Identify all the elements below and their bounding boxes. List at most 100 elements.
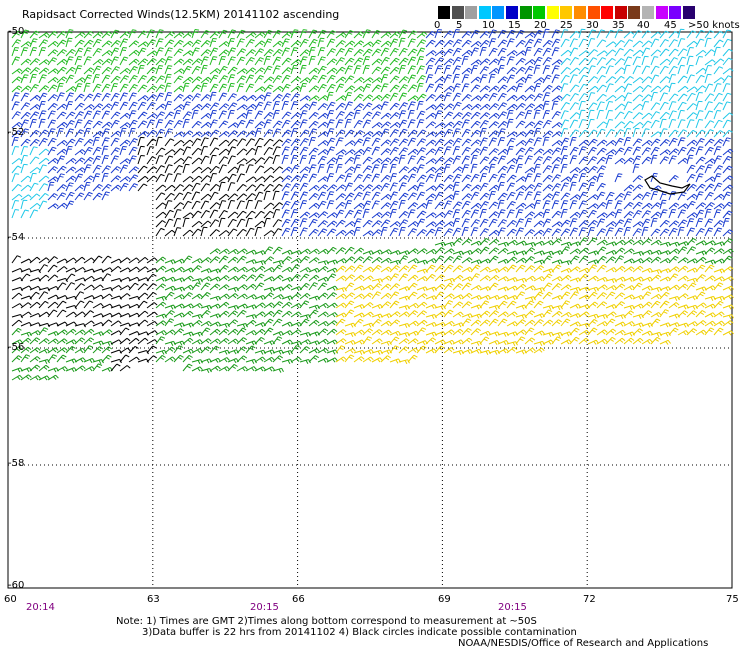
wind-barb: [362, 48, 373, 57]
wind-barb: [551, 336, 562, 345]
wind-barb: [92, 74, 100, 84]
wind-barb: [83, 138, 94, 147]
wind-barb: [542, 331, 554, 337]
wind-barb: [389, 330, 401, 336]
wind-barb: [272, 246, 283, 255]
wind-barb: [722, 210, 733, 219]
wind-barb: [695, 146, 704, 156]
wind-barb: [533, 211, 545, 219]
wind-barb: [488, 190, 496, 201]
wind-barb: [299, 191, 309, 201]
wind-barb: [29, 277, 42, 282]
wind-barb: [362, 29, 371, 39]
wind-barb: [542, 282, 553, 291]
wind-barb: [587, 109, 595, 120]
wind-barb: [344, 300, 355, 309]
wind-barb: [443, 103, 455, 111]
wind-barb: [182, 94, 194, 102]
wind-barb: [434, 50, 446, 57]
wind-barb: [587, 259, 600, 265]
wind-barb: [452, 65, 462, 75]
wind-barb: [191, 228, 202, 237]
wind-barb: [254, 302, 266, 309]
wind-barb: [137, 175, 149, 183]
wind-barb: [371, 257, 383, 264]
wind-barb: [74, 300, 85, 309]
wind-barb: [713, 155, 722, 165]
wind-barb: [434, 345, 445, 354]
wind-barb: [56, 202, 68, 210]
wind-barb: [272, 109, 280, 120]
wind-barb: [209, 295, 221, 301]
wind-barb: [11, 92, 20, 102]
wind-barb: [119, 101, 129, 111]
wind-barb: [569, 248, 581, 255]
wind-barb: [470, 313, 482, 319]
wind-barb: [632, 146, 642, 156]
wind-barb: [686, 328, 697, 336]
wind-barb: [650, 38, 660, 48]
legend-swatch: [642, 6, 654, 19]
wind-barb: [506, 94, 518, 102]
wind-barb: [389, 191, 398, 201]
wind-barb: [713, 66, 724, 75]
wind-barb: [641, 218, 651, 228]
wind-barb: [119, 127, 127, 138]
wind-barb: [200, 94, 211, 102]
wind-barb: [236, 183, 247, 192]
wind-barb: [11, 39, 21, 48]
wind-barb: [209, 109, 217, 120]
wind-barb: [632, 221, 644, 228]
wind-barb: [308, 95, 320, 102]
wind-barb: [218, 41, 230, 48]
wind-barb: [695, 264, 706, 273]
wind-barb: [506, 219, 517, 228]
wind-barb: [128, 119, 138, 129]
wind-barb: [353, 226, 361, 237]
wind-barb: [38, 300, 49, 309]
wind-barb: [506, 182, 516, 192]
wind-barb: [254, 48, 265, 57]
wind-barb: [416, 39, 427, 48]
wind-barb: [533, 29, 543, 39]
wind-barb: [155, 301, 167, 309]
wind-barb: [38, 164, 47, 174]
wind-barb: [74, 329, 86, 336]
wind-barb: [461, 337, 473, 345]
wind-barb: [236, 327, 247, 336]
wind-barb: [641, 147, 651, 156]
wind-barb: [542, 255, 553, 264]
wind-barb: [83, 310, 94, 318]
wind-barb: [344, 292, 356, 300]
wind-barb: [335, 247, 346, 255]
wind-barb: [317, 83, 327, 93]
wind-barb: [254, 86, 266, 93]
wind-barb: [317, 131, 329, 138]
wind-barb: [650, 131, 662, 138]
wind-barb: [659, 291, 670, 300]
wind-barb: [668, 202, 680, 210]
wind-barb: [110, 295, 123, 300]
wind-barb: [632, 40, 644, 48]
wind-barb: [434, 29, 443, 39]
wind-barb: [128, 138, 138, 147]
wind-barb: [461, 164, 470, 174]
wind-barb: [353, 174, 363, 183]
wind-barb: [155, 173, 165, 183]
wind-barb: [227, 319, 239, 327]
wind-barb: [497, 300, 508, 309]
wind-barb: [137, 95, 149, 102]
legend-swatch: [560, 6, 573, 19]
wind-barb: [74, 157, 86, 165]
wind-barb: [254, 67, 266, 75]
wind-barb: [20, 128, 29, 138]
wind-barb: [398, 154, 406, 165]
wind-barb: [668, 227, 678, 237]
wind-barb: [119, 122, 131, 129]
wind-barb: [632, 86, 644, 93]
wind-barb: [65, 345, 76, 354]
wind-barb: [263, 147, 273, 156]
wind-barb: [371, 39, 382, 48]
wind-barb: [425, 121, 437, 129]
wind-barb: [479, 275, 491, 282]
